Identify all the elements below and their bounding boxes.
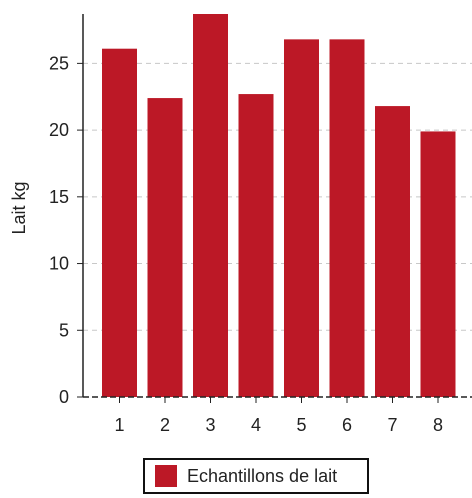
x-tick-label: 4 (251, 415, 261, 435)
bar-6 (329, 39, 365, 397)
grid-lines (83, 62, 472, 331)
bars (102, 14, 456, 397)
bar-5 (284, 39, 319, 397)
legend: Echantillons de lait (143, 458, 369, 494)
y-tick-label: 0 (59, 387, 69, 407)
axes (77, 14, 472, 403)
bar-2 (147, 98, 183, 397)
bar-1 (102, 48, 137, 397)
y-axis-title: Lait kg (9, 181, 29, 234)
bar-3 (193, 14, 228, 397)
y-tick-label: 15 (49, 187, 69, 207)
y-tick-label: 20 (49, 120, 69, 140)
x-tick-label: 3 (205, 415, 215, 435)
y-tick-label: 25 (49, 53, 69, 73)
y-tick-label: 5 (59, 320, 69, 340)
x-tick-label: 8 (433, 415, 443, 435)
bar-4 (238, 94, 274, 397)
x-tick-label: 5 (296, 415, 306, 435)
legend-label: Echantillons de lait (187, 465, 338, 486)
x-tick-label: 1 (114, 415, 124, 435)
bar-7 (375, 106, 410, 397)
x-tick-label: 6 (342, 415, 352, 435)
x-tick-label: 2 (160, 415, 170, 435)
y-tick-label: 10 (49, 254, 69, 274)
x-tick-label: 7 (387, 415, 397, 435)
legend-swatch (155, 465, 177, 487)
bar-8 (420, 131, 456, 397)
tick-labels: 0 5 10 15 20 25 1 2 3 4 5 6 7 8 (49, 53, 443, 435)
